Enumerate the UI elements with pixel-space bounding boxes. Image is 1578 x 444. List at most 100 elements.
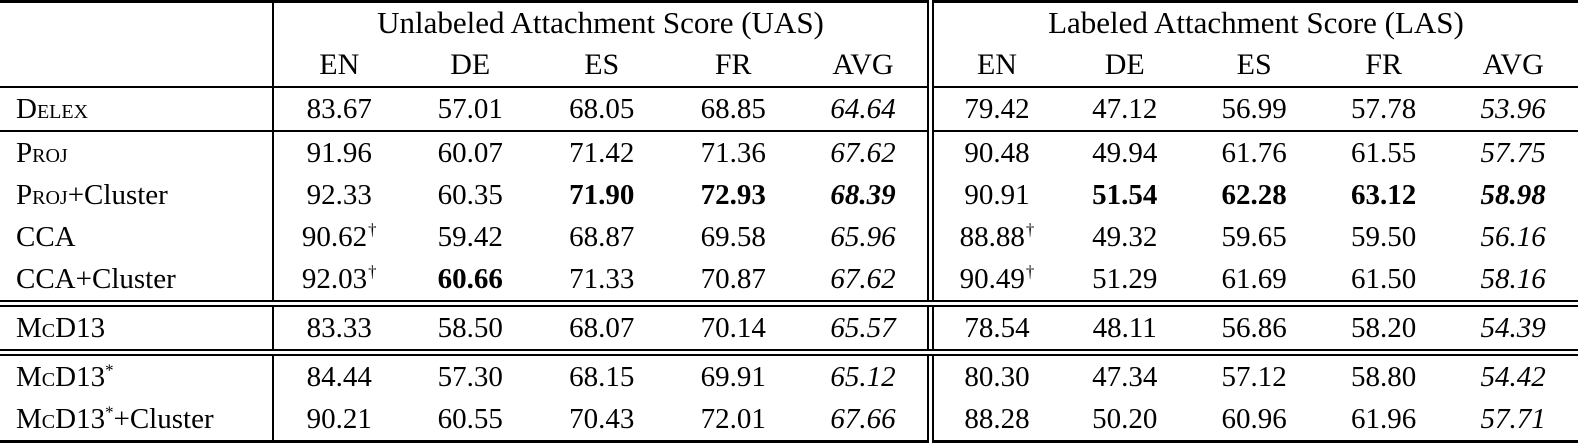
row-label-segment: McD13 — [16, 360, 106, 393]
score-value: 67.62 — [830, 136, 896, 169]
uas-de-value: 60.07 — [405, 131, 536, 174]
uas-es-value: 68.87 — [536, 216, 667, 258]
score-value: 91.96 — [306, 136, 372, 169]
las-en-value: 90.48 — [926, 131, 1060, 174]
score-value: 56.99 — [1221, 92, 1287, 125]
score-value: 67.62 — [830, 262, 896, 295]
score-value: 62.28 — [1221, 178, 1287, 211]
row-label-segment: +Cluster — [67, 178, 168, 211]
score-value: 79.42 — [964, 92, 1030, 125]
row-label-segment: Proj — [16, 136, 68, 169]
score-value: 48.11 — [1092, 311, 1157, 344]
las-col-header-es: ES — [1189, 43, 1319, 88]
uas-col-header-en: EN — [272, 43, 405, 88]
row-label: Proj — [0, 131, 273, 174]
uas-es-value: 71.90 — [536, 174, 667, 216]
uas-col-header-avg: AVG — [798, 43, 931, 88]
score-value: 57.71 — [1480, 402, 1546, 435]
score-value: 47.12 — [1092, 92, 1158, 125]
las-es-value: 60.96 — [1189, 398, 1318, 442]
score-value: 58.80 — [1351, 360, 1417, 393]
las-es-value: 61.69 — [1189, 258, 1319, 307]
row-label-segment: McD13 — [16, 311, 106, 344]
table-row: Proj 91.96 60.07 71.42 71.36 67.62 90.48 49.94 6… — [0, 131, 1578, 174]
score-value: 59.42 — [437, 220, 503, 253]
score-value: 59.50 — [1351, 220, 1417, 253]
uas-en-value: 91.96 — [272, 131, 405, 174]
score-value: 58.98 — [1480, 178, 1546, 211]
score-value: 68.07 — [569, 311, 635, 344]
uas-de-value: 60.35 — [405, 174, 536, 216]
row-label-segment: Delex — [16, 92, 89, 125]
uas-de-value: 57.01 — [404, 87, 536, 132]
score-value: 61.50 — [1351, 262, 1417, 295]
score-value: 69.91 — [700, 360, 766, 393]
las-fr-value: 58.20 — [1318, 303, 1449, 356]
table-row: McD13*+Cluster 90.21 60.55 70.43 72.01 67.66 8… — [0, 398, 1578, 442]
las-avg-value: 56.16 — [1448, 216, 1578, 258]
score-value: 61.76 — [1221, 136, 1287, 169]
uas-group-header: Unlabeled Attachment Score (UAS) — [272, 1, 931, 43]
row-label-segment: CCA — [16, 262, 76, 295]
table-row: Delex 83.67 57.01 68.05 68.85 64.64 79.42 47.12… — [0, 87, 1578, 132]
las-de-value: 51.54 — [1060, 174, 1189, 216]
score-value: 57.78 — [1351, 92, 1417, 125]
uas-avg-value: 67.62 — [798, 258, 931, 307]
table-row: CCA 90.62† 59.42 68.87 69.58 65.96 88.88† 49.32… — [0, 216, 1578, 258]
las-en-value: 90.91 — [926, 174, 1060, 216]
las-en-value: 79.42 — [926, 87, 1060, 132]
score-value: 60.07 — [437, 136, 503, 169]
las-de-value: 48.11 — [1059, 303, 1190, 356]
las-es-value: 61.76 — [1189, 131, 1318, 174]
las-fr-value: 63.12 — [1319, 174, 1448, 216]
score-value: 57.30 — [437, 360, 503, 393]
uas-es-value: 68.05 — [535, 87, 668, 132]
score-value: 90.91 — [964, 178, 1030, 211]
score-value: 90.62 — [301, 220, 368, 253]
uas-avg-value: 67.66 — [799, 398, 931, 442]
uas-avg-value: 64.64 — [798, 87, 931, 132]
row-label-segment: Proj — [16, 178, 68, 211]
score-value: 68.85 — [700, 92, 766, 125]
las-de-value: 49.94 — [1060, 131, 1189, 174]
score-value: 71.33 — [569, 262, 635, 295]
score-value: 56.16 — [1480, 220, 1546, 253]
uas-fr-value: 69.91 — [667, 353, 798, 399]
las-en-value: 78.54 — [926, 303, 1060, 356]
score-value: 92.33 — [306, 178, 372, 211]
row-label: McD13 — [0, 303, 274, 356]
score-value: 61.55 — [1351, 136, 1417, 169]
score-value: 56.86 — [1221, 311, 1287, 344]
score-value: 60.35 — [437, 178, 503, 211]
score-value: 90.49 — [959, 262, 1025, 295]
las-en-value: 80.30 — [926, 352, 1060, 398]
table-row: Proj+Cluster 92.33 60.35 71.90 72.93 68.39 90.… — [0, 174, 1578, 216]
score-value: 59.65 — [1221, 220, 1287, 253]
las-col-header-de: DE — [1059, 43, 1190, 88]
score-value: 70.14 — [700, 311, 766, 344]
table-row: McD13 83.33 58.50 68.07 70.14 65.57 78.54 48.11… — [0, 303, 1578, 356]
las-es-value: 62.28 — [1189, 174, 1318, 216]
score-value: 50.20 — [1092, 402, 1158, 435]
score-value: 83.33 — [306, 311, 372, 344]
las-es-value: 56.99 — [1189, 87, 1319, 132]
las-col-header-en: EN — [926, 43, 1060, 88]
score-value: 49.94 — [1092, 136, 1158, 169]
las-fr-value: 61.50 — [1318, 258, 1449, 307]
uas-de-value: 58.50 — [404, 303, 536, 356]
table-row: CCA+Cluster 92.03† 60.66 71.33 70.87 67.62 90.… — [0, 258, 1578, 307]
las-fr-value: 61.55 — [1319, 131, 1448, 174]
uas-de-value: 59.42 — [405, 216, 536, 258]
table-row: McD13* 84.44 57.30 68.15 69.91 65.12 80.30 47.3… — [0, 352, 1578, 399]
score-value: 58.20 — [1351, 311, 1417, 344]
uas-fr-value: 72.01 — [667, 398, 798, 442]
row-label-segment: +Cluster — [113, 402, 214, 435]
uas-avg-value: 65.96 — [799, 216, 931, 258]
las-avg-value: 54.39 — [1448, 303, 1578, 356]
uas-es-value: 71.42 — [536, 131, 667, 174]
score-value: 54.42 — [1480, 360, 1546, 393]
score-value: 69.58 — [700, 220, 766, 253]
las-avg-value: 58.16 — [1448, 258, 1578, 307]
score-value: 70.43 — [569, 402, 635, 435]
table-body: Delex 83.67 57.01 68.05 68.85 64.64 79.42 47.12… — [0, 87, 1578, 442]
